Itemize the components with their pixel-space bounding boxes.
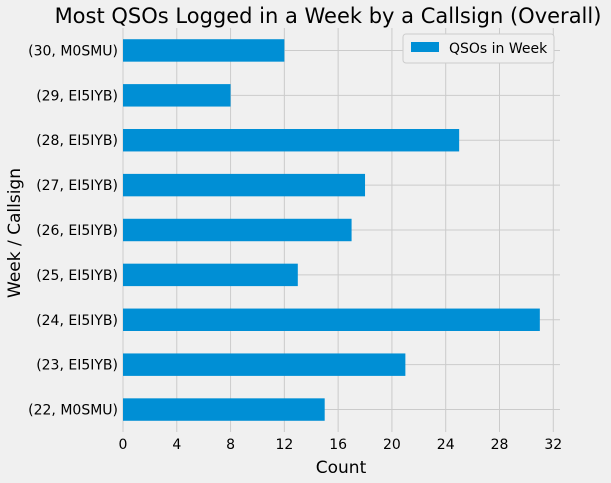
y-axis-label: Week / Callsign <box>5 168 25 298</box>
x-tick-label: 28 <box>491 437 509 453</box>
bar <box>123 308 540 331</box>
y-tick-label: (23, EI5IYB) <box>36 358 118 374</box>
x-tick-label: 0 <box>119 437 128 453</box>
bar <box>123 173 366 197</box>
x-tick-label: 4 <box>172 437 181 453</box>
bar <box>123 84 231 107</box>
y-tick-label: (27, EI5IYB) <box>36 178 118 194</box>
x-tick-label: 16 <box>329 437 347 453</box>
y-tick-label: (24, EI5IYB) <box>36 313 118 329</box>
x-tick-label: 20 <box>383 437 401 453</box>
y-tick-labels: (30, M0SMU) (29, EI5IYB) (28, EI5IYB) (27, … <box>28 43 118 418</box>
y-tick-label: (29, EI5IYB) <box>36 88 118 104</box>
bar <box>123 353 406 376</box>
legend-box <box>402 33 555 64</box>
y-tick-label: (28, EI5IYB) <box>36 133 118 149</box>
bar <box>123 398 325 421</box>
bar <box>123 129 460 152</box>
bar <box>123 263 298 287</box>
bar <box>123 218 352 242</box>
x-tick-labels: 0 4 8 12 16 20 24 28 32 <box>119 437 563 453</box>
x-tick-label: 32 <box>544 437 562 453</box>
y-tick-label: (25, EI5IYB) <box>36 268 118 284</box>
legend-label: QSOs in Week <box>449 41 548 57</box>
x-tick-label: 24 <box>437 437 455 453</box>
bars-group <box>123 39 540 421</box>
y-tick-label: (26, EI5IYB) <box>36 223 118 239</box>
legend-swatch <box>411 42 439 52</box>
x-tick-label: 8 <box>226 437 235 453</box>
y-tick-label: (30, M0SMU) <box>28 43 118 59</box>
y-tick-label: (22, M0SMU) <box>28 403 118 419</box>
chart-title: Most QSOs Logged in a Week by a Callsign… <box>55 4 602 28</box>
x-axis-label: Count <box>316 458 367 478</box>
x-tick-label: 12 <box>275 437 293 453</box>
bar <box>123 39 285 62</box>
legend: QSOs in Week <box>402 33 555 64</box>
